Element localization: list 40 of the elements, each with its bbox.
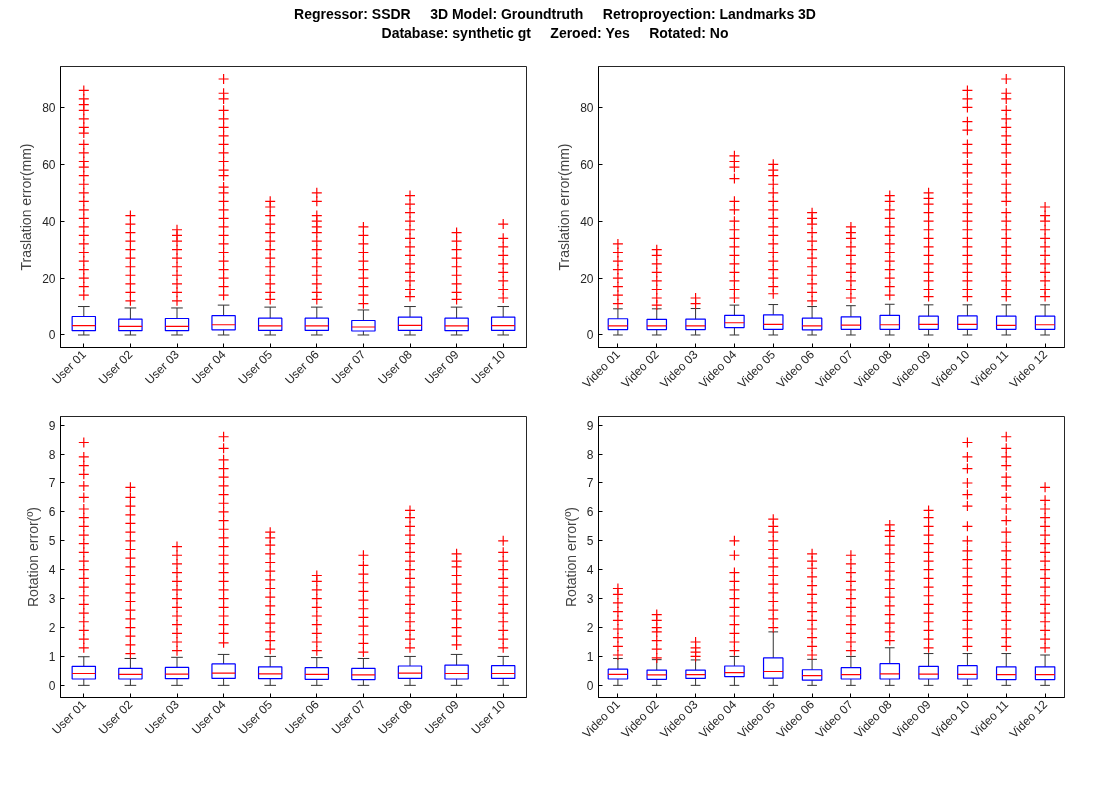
y-tick-label: 60 (580, 157, 594, 172)
text: Database: synthetic gt Zeroed: Yes Rotated: No (381, 25, 729, 41)
y-tick-label: 2 (586, 621, 594, 636)
y-axis-title: Rotation error(º) (24, 506, 41, 608)
y-tick-label: 6 (48, 505, 56, 520)
y-tick-label: 5 (48, 534, 56, 549)
text: Regressor: SSDR 3D Model: Groundtruth Retroproyection: Landmarks 3D (294, 6, 816, 22)
y-tick-label: 0 (586, 328, 594, 343)
y-tick-label: 8 (586, 447, 594, 462)
y-tick-label: 40 (42, 214, 56, 229)
y-tick-label: 3 (586, 592, 594, 607)
y-tick-label: 20 (42, 271, 56, 286)
y-tick-label: 0 (48, 678, 56, 693)
y-tick-label: 2 (48, 621, 56, 636)
y-axis-title: Traslation error(mm) (556, 143, 573, 271)
y-tick-label: 60 (42, 157, 56, 172)
y-tick-label: 1 (48, 649, 56, 664)
x-tick-label: User 10 (468, 347, 509, 388)
y-tick-label: 9 (586, 418, 594, 433)
y-tick-label: 80 (580, 100, 594, 115)
y-tick-label: 9 (48, 418, 56, 433)
y-tick-label: 80 (42, 100, 56, 115)
y-axis-title: Rotation error(º) (562, 506, 579, 608)
y-tick-label: 5 (586, 534, 594, 549)
x-tick-label: User 10 (468, 697, 509, 738)
y-tick-label: 40 (580, 214, 594, 229)
y-tick-label: 7 (586, 476, 594, 491)
x-tick-label: User 05 (235, 697, 276, 738)
y-tick-label: 20 (580, 271, 594, 286)
y-tick-label: 0 (48, 328, 56, 343)
y-tick-label: 4 (586, 563, 594, 578)
y-tick-label: 7 (48, 476, 56, 491)
y-tick-label: 3 (48, 592, 56, 607)
y-tick-label: 8 (48, 447, 56, 462)
y-tick-label: 0 (586, 678, 594, 693)
y-tick-label: 6 (586, 505, 594, 520)
y-tick-label: 4 (48, 563, 56, 578)
x-tick-label: User 05 (235, 347, 276, 388)
y-tick-label: 1 (586, 649, 594, 664)
y-axis-title: Traslation error(mm) (18, 143, 35, 271)
